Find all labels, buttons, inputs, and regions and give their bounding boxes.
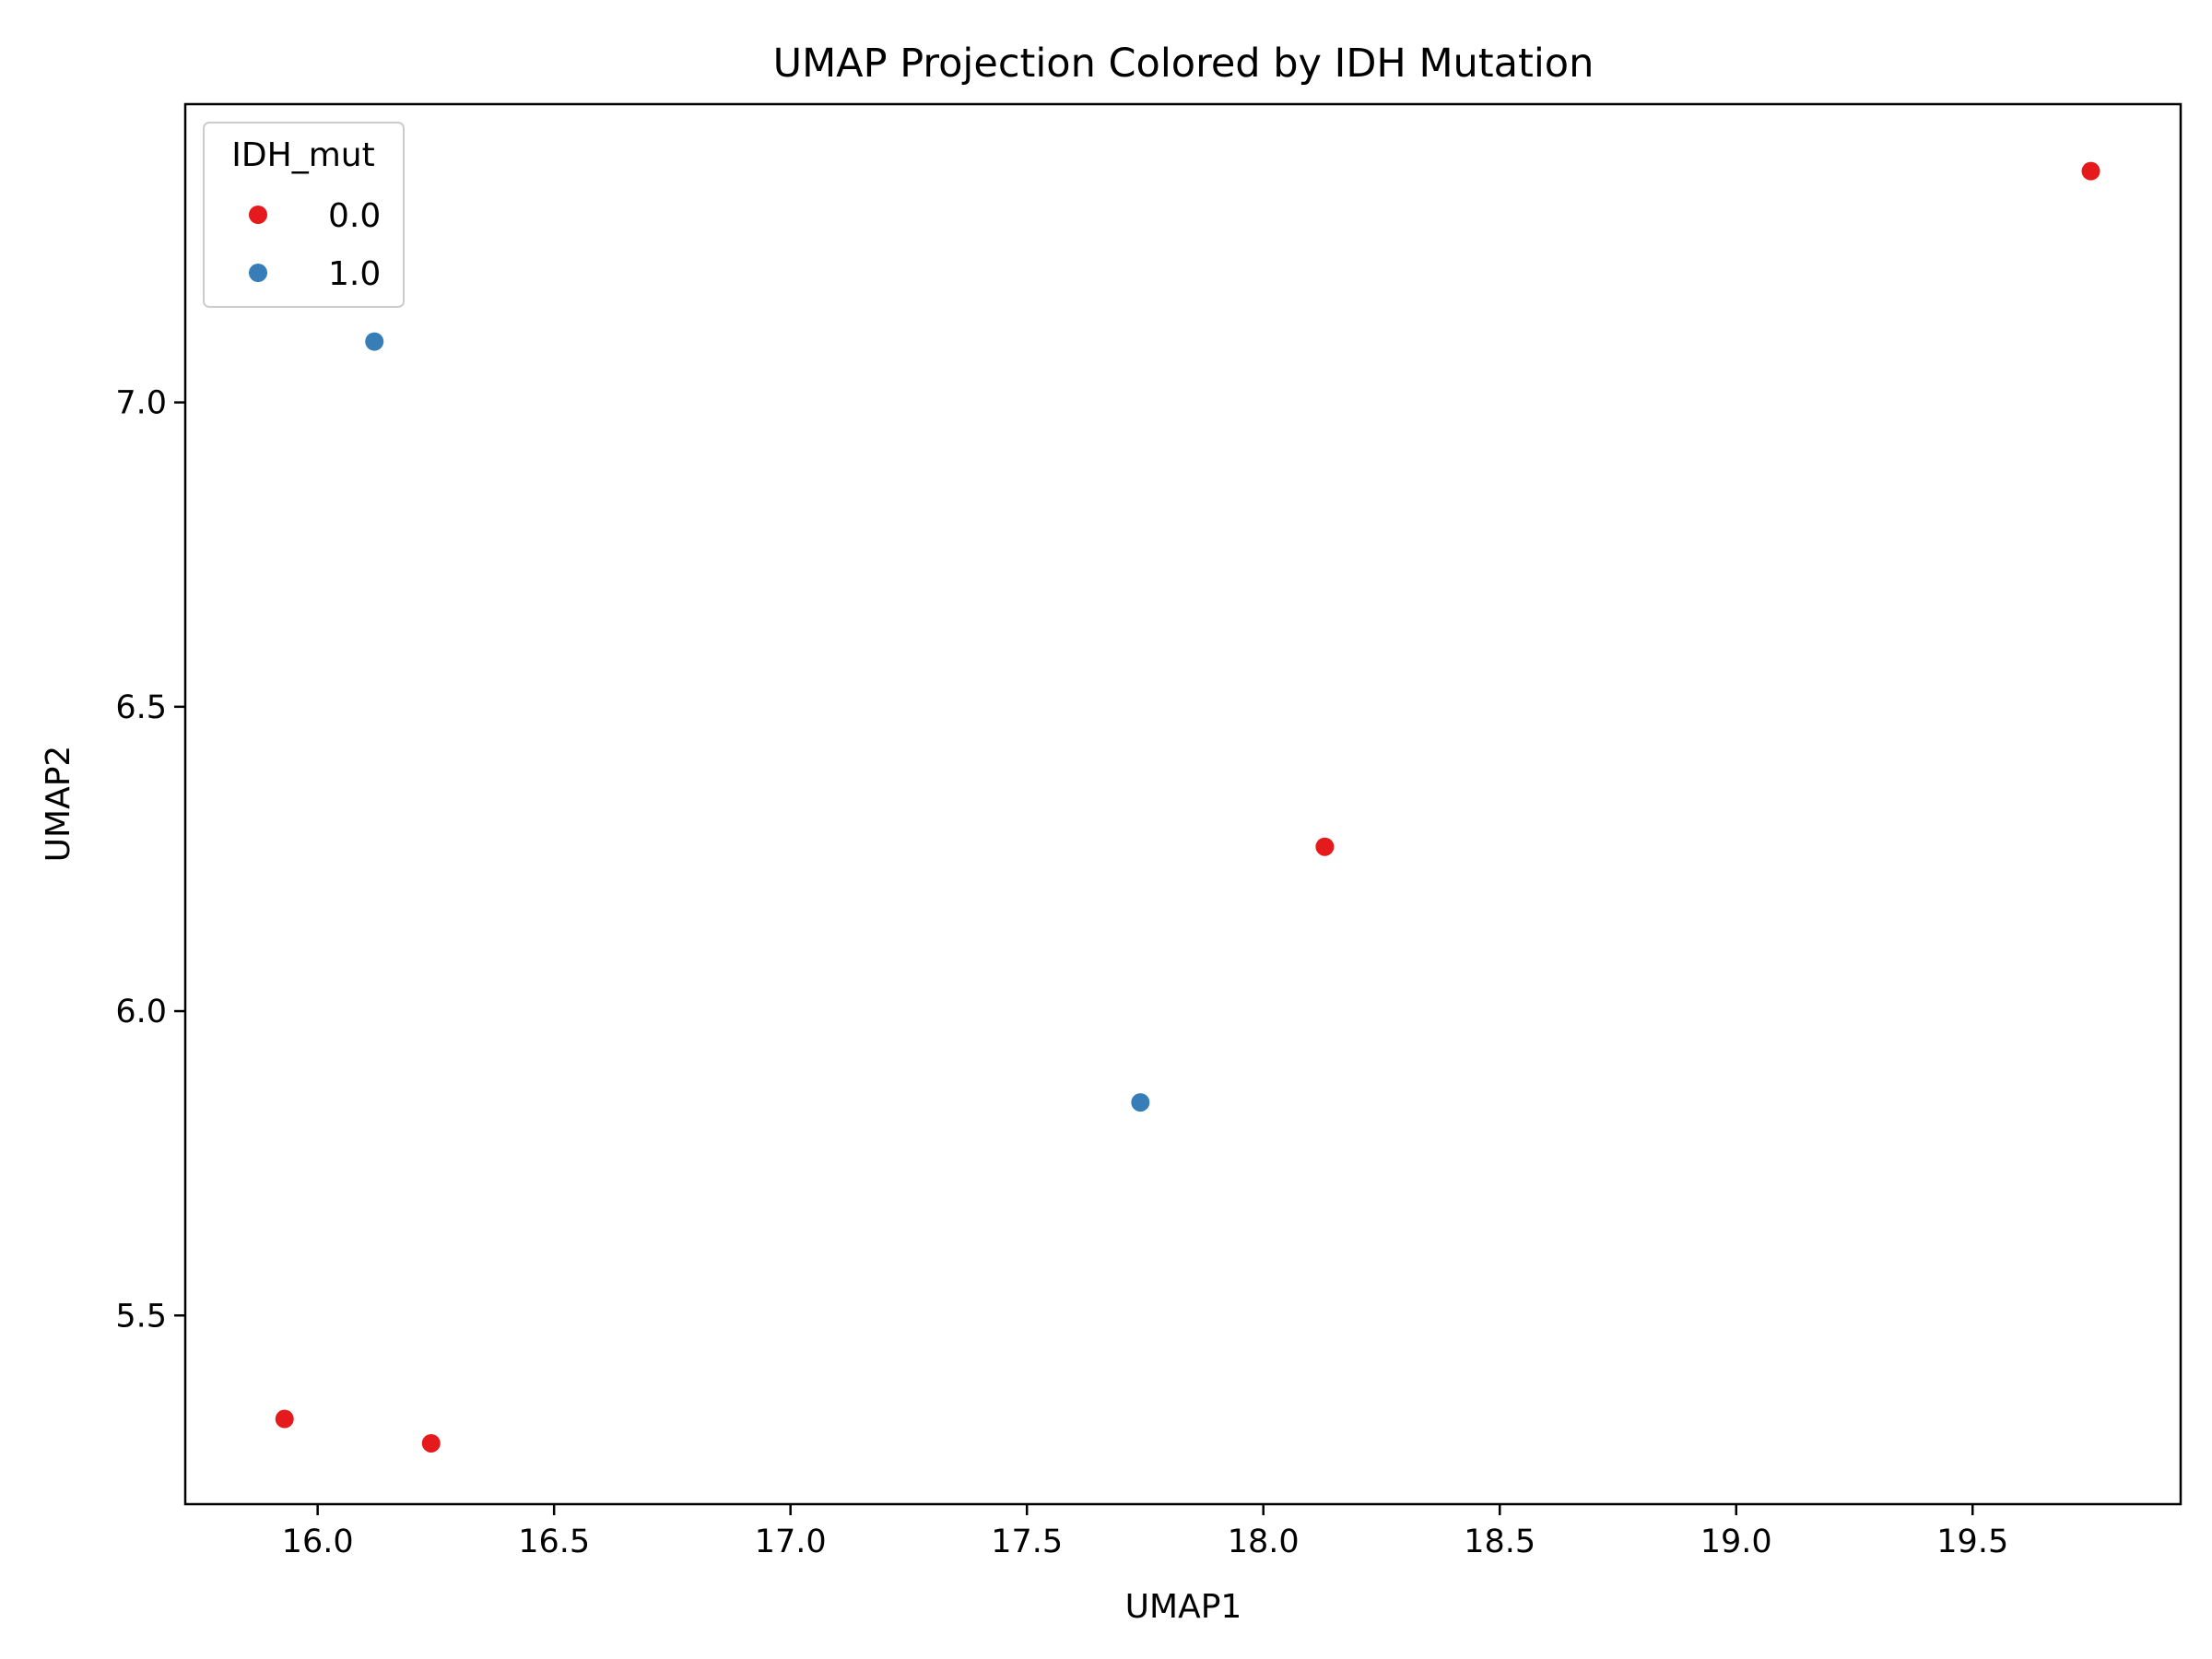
data-point-series-0 [1315,837,1335,856]
plot-frame [183,102,2183,1506]
y-tick-label: 6.5 [115,689,167,726]
data-point-series-1 [1131,1093,1150,1112]
y-tick-label: 7.0 [115,385,167,422]
y-tick-label: 6.0 [115,994,167,1030]
x-tick-label: 18.0 [1228,1524,1300,1560]
y-tick-label: 5.5 [115,1298,167,1335]
legend-label-1: 1.0 [328,255,381,293]
data-point-series-0 [275,1409,294,1429]
plot-area [183,102,2183,1506]
data-point-series-0 [2081,161,2100,181]
data-point-series-1 [365,332,384,351]
legend-box [203,122,405,308]
x-tick-label: 17.0 [755,1524,827,1560]
y-axis: 5.5 6.0 6.5 7.0 [115,385,185,1335]
chart-title: UMAP Projection Colored by IDH Mutation [773,41,1594,87]
y-axis-label: UMAP2 [40,746,77,863]
legend-title: IDH_mut [231,136,374,174]
x-axis-label: UMAP1 [1125,1588,1242,1626]
x-axis: 16.0 16.5 17.0 17.5 18.0 18.5 19.0 19.5 [282,1504,2008,1560]
scatter-points [275,161,2100,1453]
x-tick-label: 19.5 [1936,1524,2008,1560]
legend: IDH_mut 0.0 1.0 [203,122,405,308]
x-tick-label: 16.0 [282,1524,354,1560]
x-tick-label: 17.5 [991,1524,1063,1560]
x-tick-label: 19.0 [1700,1524,1772,1560]
x-tick-label: 18.5 [1464,1524,1535,1560]
legend-label-0: 0.0 [328,197,381,235]
legend-marker-1 [249,264,267,282]
legend-marker-0 [249,206,267,224]
data-point-series-0 [421,1433,441,1453]
x-tick-label: 16.5 [518,1524,590,1560]
